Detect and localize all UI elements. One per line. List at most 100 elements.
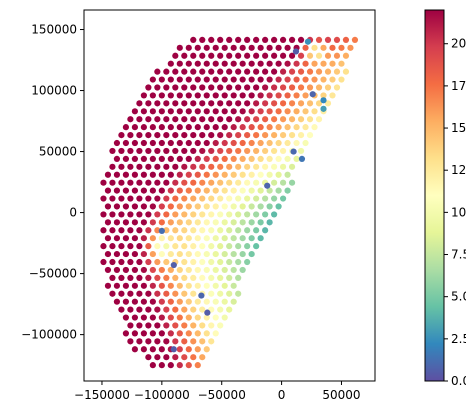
scatter-point [190,306,197,313]
scatter-point [190,179,197,186]
scatter-point [293,108,300,115]
scatter-point [315,52,323,59]
scatter-point [167,108,174,115]
scatter-point [104,282,112,289]
scatter-point [271,131,278,139]
scatter-point [271,163,278,170]
scatter-point [127,163,134,170]
scatter-point [284,171,291,178]
scatter-point [149,139,156,147]
scatter-point [181,258,188,266]
scatter-point [158,139,165,147]
scatter-point [172,274,179,281]
scatter-point [163,195,170,202]
scatter-point [194,155,201,162]
scatter-point [329,76,336,83]
scatter-point [248,155,255,162]
scatter-point [113,266,121,274]
scatter-point [199,211,206,218]
scatter-point [158,282,165,289]
scatter-point [158,346,165,353]
scatter-point [181,195,188,202]
scatter-point [176,155,183,162]
outlier-point [198,292,205,299]
scatter-point [212,155,219,162]
scatter-point [154,131,161,139]
outlier-point [304,38,312,45]
scatter-point [297,147,305,155]
scatter-point [235,116,242,123]
scatter-point [185,187,192,194]
scatter-point [253,179,260,186]
scatter-point [221,171,228,178]
scatter-point [172,338,179,345]
scatter-point [230,298,237,305]
scatter-point [154,354,161,361]
scatter-point [203,314,210,321]
scatter-point [163,100,170,107]
scatter-point [190,211,197,218]
scatter-point [172,290,179,297]
scatter-point [221,60,228,67]
scatter-point [154,306,161,313]
scatter-point [163,338,170,345]
scatter-point [181,179,188,186]
scatter-point [113,139,121,147]
scatter-point [118,131,125,139]
scatter-point [176,314,183,321]
scatter-point [199,354,206,361]
scatter-point [145,195,152,202]
scatter-point [172,163,179,170]
scatter-point [172,227,179,234]
scatter-point [140,219,147,226]
scatter-point [257,155,264,162]
outlier-point [264,182,271,189]
scatter-point [253,36,260,44]
scatter-point [167,155,174,162]
scatter-point [199,338,206,345]
scatter-point [239,187,246,194]
scatter-point [253,211,260,218]
scatter-point [271,84,278,91]
scatter-point [109,243,116,250]
scatter-point [167,235,174,242]
scatter-point [248,203,255,210]
scatter-point [230,250,237,258]
scatter-point [109,290,116,297]
x-tick-label: −50000 [198,388,246,402]
scatter-point [163,306,170,313]
scatter-point [217,274,224,281]
scatter-point [217,243,224,250]
scatter-point [136,100,143,107]
scatter-point [199,274,206,281]
scatter-point [118,306,125,313]
scatter-point [244,52,251,59]
scatter-point [167,266,174,274]
scatter-point [217,306,224,313]
scatter-point [181,338,188,345]
scatter-point [181,227,188,234]
scatter-point [284,187,291,194]
scatter-point [190,290,197,297]
scatter-point [212,92,219,99]
scatter-point [257,235,264,242]
scatter-point [329,44,336,51]
scatter-point [284,76,291,83]
scatter-point [190,338,197,345]
x-tick-label: −100000 [134,388,190,402]
scatter-point [212,219,219,226]
y-tick-label: 100000 [31,84,77,98]
scatter-point [109,274,116,281]
scatter-point [244,211,251,218]
scatter-point [127,290,134,297]
scatter-point [217,131,224,139]
scatter-point [239,250,246,258]
scatter-point [244,195,251,202]
scatter-point [190,322,197,329]
scatter-point [226,52,233,59]
scatter-point [113,298,121,305]
scatter-point [172,52,179,59]
scatter-point [154,68,161,75]
scatter-point [149,219,156,226]
scatter-point [262,116,269,123]
